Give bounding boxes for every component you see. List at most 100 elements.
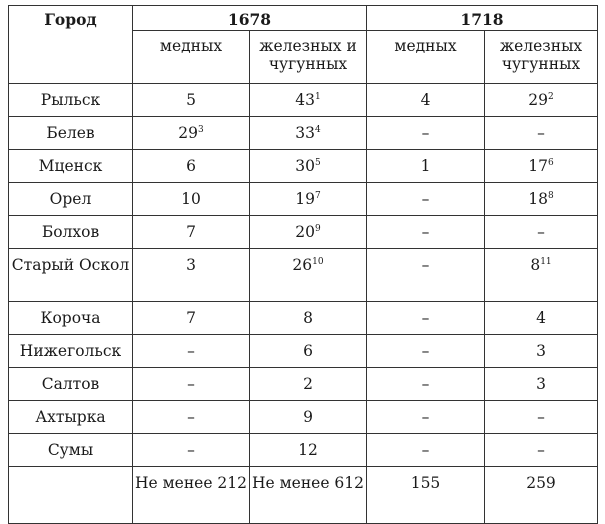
cell-value: – xyxy=(421,408,430,426)
cell-value: – xyxy=(421,375,430,393)
cell-value: 19 xyxy=(295,190,315,208)
iron-1678-cell: 2 xyxy=(249,367,367,401)
cell-value: 20 xyxy=(295,223,315,241)
iron-1678-cell: 12 xyxy=(249,433,367,467)
copper-1718-cell: 4 xyxy=(366,83,485,117)
total-city-cell xyxy=(8,466,133,524)
copper-1718-cell: – xyxy=(366,116,485,150)
iron-1718-cell: 811 xyxy=(484,248,598,302)
table-row: Орел 10 197 – 188 xyxy=(8,182,598,216)
totals-row: Не менее 212 Не менее 612 155 259 xyxy=(8,466,598,524)
cell-value: – xyxy=(537,223,545,241)
table-row: Болхов 7 209 – – xyxy=(8,215,598,249)
cell-value: – xyxy=(421,441,430,459)
iron-1718-cell: – xyxy=(484,433,598,467)
cell-value: 29 xyxy=(528,91,548,109)
cell-value: – xyxy=(421,309,430,327)
cell-value: Ахтырка xyxy=(35,408,106,426)
city-cell: Мценск xyxy=(8,149,133,183)
cell-value: Орел xyxy=(49,190,92,208)
cell-value: – xyxy=(421,256,430,274)
city-cell: Сумы xyxy=(8,433,133,467)
table-row: Сумы – 12 – – xyxy=(8,433,598,467)
city-cell: Салтов xyxy=(8,367,133,401)
copper-1718-cell: 1 xyxy=(366,149,485,183)
cell-value: 30 xyxy=(295,157,315,175)
total-copper-1718-cell: 155 xyxy=(366,466,485,524)
footnote-mark: 4 xyxy=(315,125,321,135)
copper-1678-cell: 3 xyxy=(132,248,250,302)
header-1678-iron: железных и чугунных xyxy=(249,30,367,84)
cell-value: 12 xyxy=(298,441,318,459)
table-row: Ахтырка – 9 – – xyxy=(8,400,598,434)
iron-1718-cell: 176 xyxy=(484,149,598,183)
copper-1678-cell: 7 xyxy=(132,301,250,335)
copper-1678-cell: – xyxy=(132,367,250,401)
cell-value: 4 xyxy=(536,309,546,327)
iron-1718-cell: 188 xyxy=(484,182,598,216)
cell-value: 17 xyxy=(528,157,548,175)
copper-1718-cell: – xyxy=(366,182,485,216)
footnote-mark: 2 xyxy=(548,92,554,102)
city-cell: Болхов xyxy=(8,215,133,249)
copper-1718-cell: – xyxy=(366,301,485,335)
copper-1678-cell: – xyxy=(132,334,250,368)
table-row: Белев 293 334– – xyxy=(8,116,598,150)
cell-value: Рыльск xyxy=(40,91,101,109)
cell-value: 1 xyxy=(420,157,431,175)
cell-value: 29 xyxy=(178,124,198,142)
copper-1718-cell: – xyxy=(366,367,485,401)
document-page: Город 1678 1718 медных железных и чугунн… xyxy=(8,5,598,524)
cell-value: – xyxy=(421,124,430,142)
cell-value: – xyxy=(421,223,430,241)
copper-1678-cell: 293 xyxy=(132,116,250,150)
city-cell: Рыльск xyxy=(8,83,133,117)
header-1678-copper: медных xyxy=(132,30,250,84)
cell-value: 8 xyxy=(303,309,313,327)
cell-value: 8 xyxy=(530,256,541,274)
cell-value: Болхов xyxy=(41,223,100,241)
iron-1678-cell: 197 xyxy=(249,182,367,216)
header-year-1718: 1718 xyxy=(366,5,598,31)
city-cell: Орел xyxy=(8,182,133,216)
copper-1678-cell: – xyxy=(132,400,250,434)
footnote-mark: 5 xyxy=(315,158,321,168)
iron-1718-cell: – xyxy=(484,215,598,249)
cell-value: Сумы xyxy=(47,441,94,459)
copper-1678-cell: – xyxy=(132,433,250,467)
header-1718-copper: медных xyxy=(366,30,485,84)
total-iron-1718-cell: 259 xyxy=(484,466,598,524)
total-copper-1678-cell: Не менее 212 xyxy=(132,466,250,524)
cell-value: 33 xyxy=(295,124,315,142)
footnote-mark: 10 xyxy=(312,257,324,267)
copper-1678-cell: 6 xyxy=(132,149,250,183)
cell-value: – xyxy=(187,408,195,426)
city-cell: Нижегольск xyxy=(8,334,133,368)
cell-value: Короча xyxy=(40,309,101,327)
header-city: Город xyxy=(8,5,133,84)
copper-1678-cell: 10 xyxy=(132,182,250,216)
cell-value: 10 xyxy=(181,190,201,208)
city-cell: Короча xyxy=(8,301,133,335)
total-iron-1678-cell: Не менее 612 xyxy=(249,466,367,524)
city-cell: Ахтырка xyxy=(8,400,133,434)
cell-value: – xyxy=(187,342,195,360)
cell-value: 3 xyxy=(186,256,196,274)
footnote-mark: 1 xyxy=(315,92,321,102)
cell-value: – xyxy=(421,342,430,360)
copper-1718-cell: – xyxy=(366,400,485,434)
footnote-mark: 7 xyxy=(315,191,321,201)
iron-1718-cell: 292 xyxy=(484,83,598,117)
cell-value: 26 xyxy=(292,256,313,274)
footnote-mark: 9 xyxy=(315,224,321,234)
cell-value: 7 xyxy=(186,223,196,241)
header-row-years: Город 1678 1718 xyxy=(8,5,598,84)
cell-value: 18 xyxy=(528,190,548,208)
cell-value: 9 xyxy=(303,408,313,426)
footnote-mark: 6 xyxy=(548,158,554,168)
iron-1678-cell: 334 xyxy=(249,116,367,150)
iron-1718-cell: 4 xyxy=(484,301,598,335)
iron-1678-cell: 431 xyxy=(249,83,367,117)
cannons-table: Город 1678 1718 медных железных и чугунн… xyxy=(8,5,598,524)
cell-value: Салтов xyxy=(41,375,100,393)
